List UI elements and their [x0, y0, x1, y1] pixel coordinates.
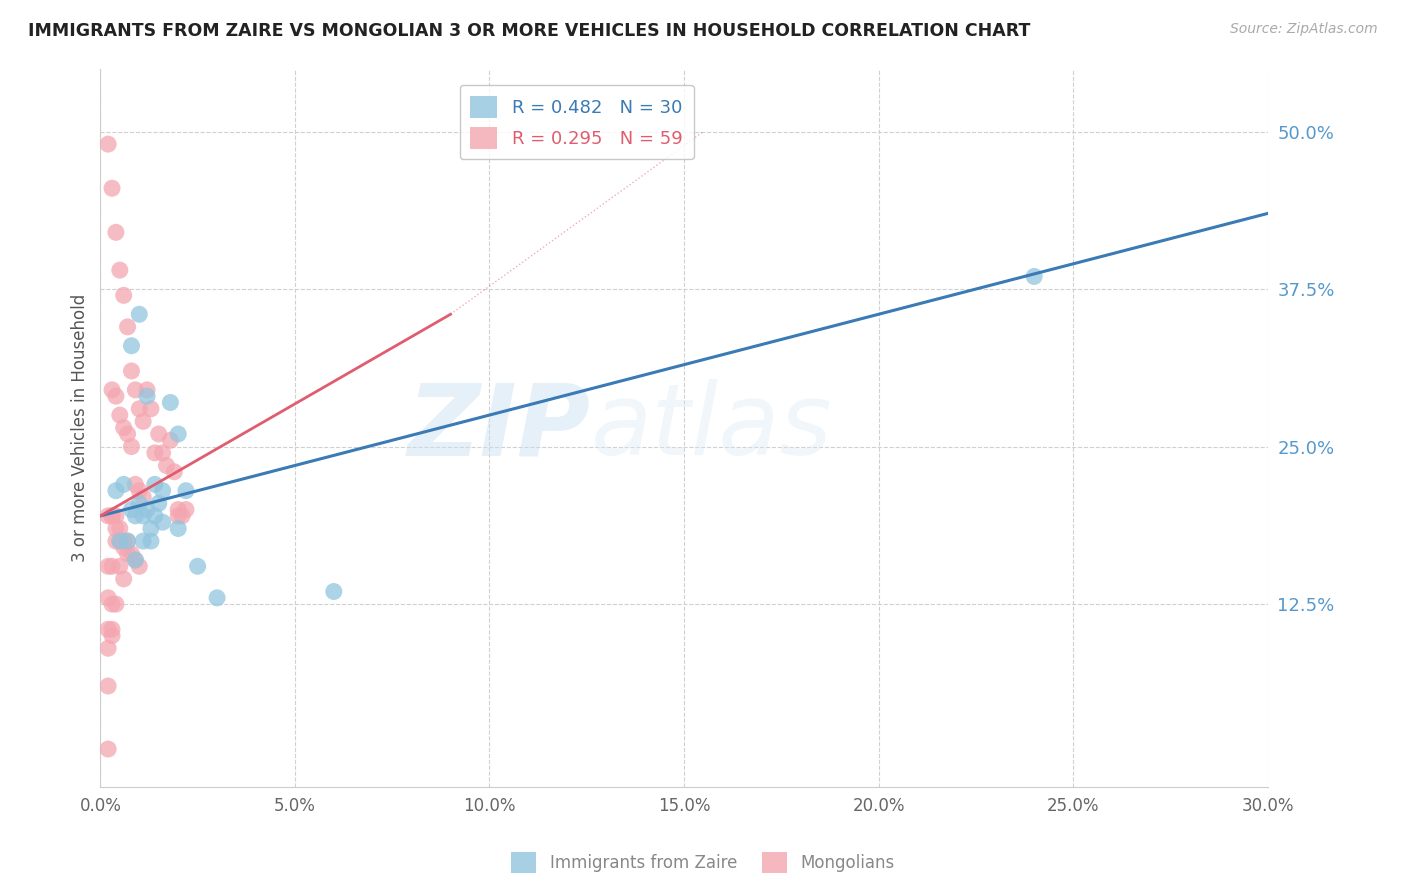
Y-axis label: 3 or more Vehicles in Household: 3 or more Vehicles in Household — [72, 293, 89, 562]
Point — [104, 521, 127, 535]
Point — [101, 181, 124, 195]
Point — [97, 641, 120, 656]
Point — [128, 401, 150, 416]
Point — [159, 434, 181, 448]
Point — [108, 521, 131, 535]
Text: atlas: atlas — [591, 379, 832, 476]
Point — [97, 559, 120, 574]
Point — [108, 534, 131, 549]
Point — [124, 508, 146, 523]
Point — [117, 319, 139, 334]
Point — [322, 584, 344, 599]
Point — [128, 559, 150, 574]
Point — [159, 395, 181, 409]
Point — [121, 364, 143, 378]
Point — [104, 225, 127, 239]
Point — [132, 490, 155, 504]
Point — [152, 446, 174, 460]
Point — [104, 389, 127, 403]
Point — [108, 263, 131, 277]
Point — [139, 521, 162, 535]
Point — [101, 597, 124, 611]
Point — [112, 477, 135, 491]
Point — [124, 553, 146, 567]
Point — [97, 742, 120, 756]
Point — [143, 446, 166, 460]
Legend: R = 0.482   N = 30, R = 0.295   N = 59: R = 0.482 N = 30, R = 0.295 N = 59 — [460, 85, 693, 160]
Point — [97, 623, 120, 637]
Point — [101, 508, 124, 523]
Point — [139, 401, 162, 416]
Point — [112, 288, 135, 302]
Point — [97, 591, 120, 605]
Point — [155, 458, 177, 473]
Point — [152, 515, 174, 529]
Point — [143, 477, 166, 491]
Point — [104, 483, 127, 498]
Point — [112, 541, 135, 555]
Point — [121, 440, 143, 454]
Point — [187, 559, 209, 574]
Point — [128, 496, 150, 510]
Point — [117, 427, 139, 442]
Point — [167, 427, 190, 442]
Point — [104, 597, 127, 611]
Point — [148, 427, 170, 442]
Text: IMMIGRANTS FROM ZAIRE VS MONGOLIAN 3 OR MORE VEHICLES IN HOUSEHOLD CORRELATION C: IMMIGRANTS FROM ZAIRE VS MONGOLIAN 3 OR … — [28, 22, 1031, 40]
Point — [97, 679, 120, 693]
Point — [108, 408, 131, 422]
Point — [132, 534, 155, 549]
Point — [136, 502, 159, 516]
Point — [174, 502, 197, 516]
Point — [101, 629, 124, 643]
Point — [136, 389, 159, 403]
Point — [124, 553, 146, 567]
Point — [112, 534, 135, 549]
Point — [1024, 269, 1046, 284]
Point — [132, 508, 155, 523]
Point — [128, 483, 150, 498]
Point — [97, 137, 120, 152]
Point — [170, 508, 193, 523]
Point — [112, 420, 135, 434]
Point — [101, 508, 124, 523]
Point — [121, 502, 143, 516]
Point — [167, 502, 190, 516]
Point — [139, 534, 162, 549]
Point — [167, 521, 190, 535]
Point — [104, 534, 127, 549]
Point — [128, 307, 150, 321]
Text: Source: ZipAtlas.com: Source: ZipAtlas.com — [1230, 22, 1378, 37]
Point — [117, 534, 139, 549]
Point — [148, 496, 170, 510]
Point — [121, 547, 143, 561]
Point — [108, 534, 131, 549]
Point — [101, 559, 124, 574]
Point — [167, 508, 190, 523]
Point — [108, 559, 131, 574]
Point — [112, 572, 135, 586]
Point — [152, 483, 174, 498]
Legend: Immigrants from Zaire, Mongolians: Immigrants from Zaire, Mongolians — [505, 846, 901, 880]
Point — [121, 339, 143, 353]
Point — [136, 383, 159, 397]
Point — [101, 383, 124, 397]
Point — [132, 414, 155, 428]
Point — [124, 383, 146, 397]
Point — [117, 534, 139, 549]
Point — [124, 477, 146, 491]
Point — [101, 623, 124, 637]
Text: ZIP: ZIP — [408, 379, 591, 476]
Point — [104, 508, 127, 523]
Point — [143, 508, 166, 523]
Point — [117, 547, 139, 561]
Point — [205, 591, 228, 605]
Point — [174, 483, 197, 498]
Point — [163, 465, 186, 479]
Point — [97, 508, 120, 523]
